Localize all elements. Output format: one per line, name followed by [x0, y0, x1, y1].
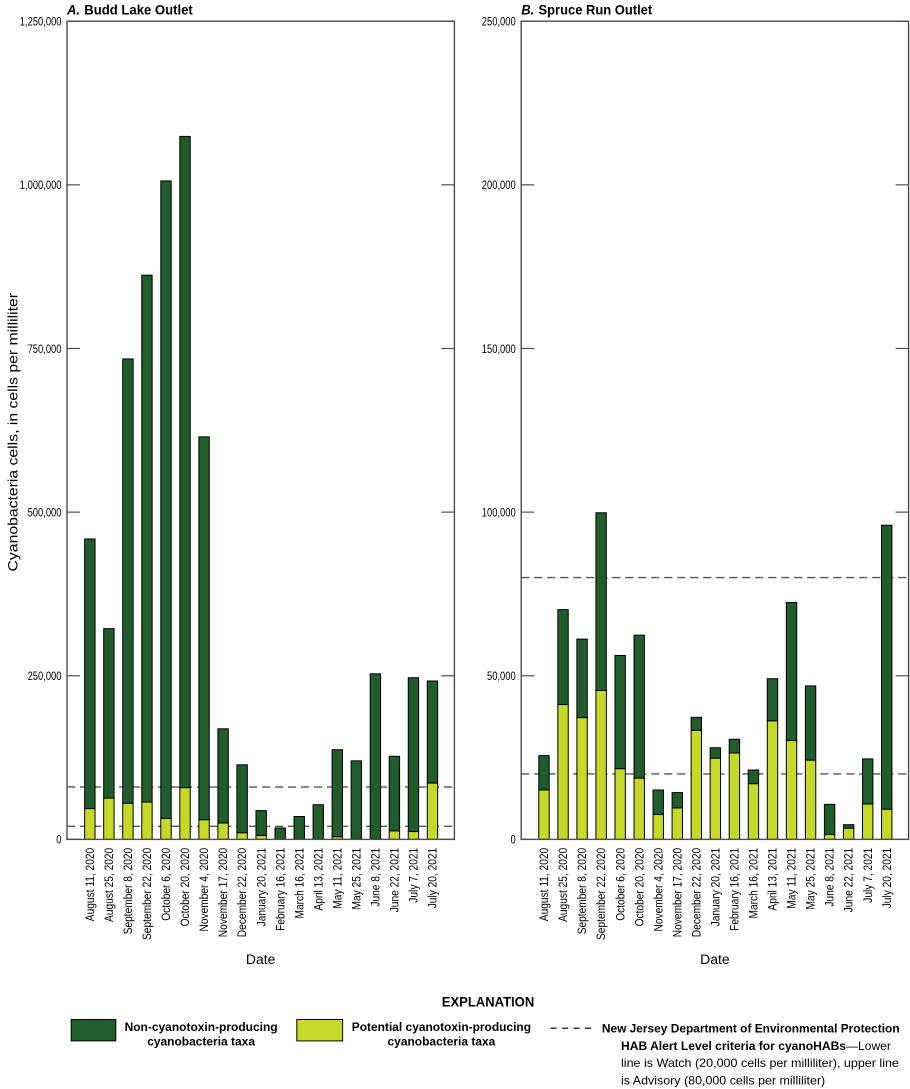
svg-text:1,000,000: 1,000,000	[20, 180, 62, 192]
svg-text:November 4, 2020: November 4, 2020	[653, 848, 665, 932]
svg-text:1,250,000: 1,250,000	[20, 17, 62, 29]
svg-text:Date: Date	[700, 952, 730, 967]
svg-text:October 6, 2020: October 6, 2020	[161, 848, 173, 921]
svg-text:September 22, 2020: September 22, 2020	[142, 848, 154, 940]
svg-text:December 22, 2020: December 22, 2020	[691, 848, 703, 937]
svg-text:Potential cyanotoxin-producing: Potential cyanotoxin-producing	[352, 1020, 531, 1034]
svg-text:June 22, 2021: June 22, 2021	[844, 848, 856, 913]
svg-text:January 20, 2021: January 20, 2021	[710, 848, 722, 927]
svg-text:May 25, 2021: May 25, 2021	[806, 848, 818, 910]
svg-text:Budd Lake Outlet: Budd Lake Outlet	[84, 2, 193, 18]
svg-text:May 25, 2021: May 25, 2021	[351, 848, 363, 910]
svg-text:April 13, 2021: April 13, 2021	[768, 848, 780, 911]
svg-text:Date: Date	[246, 952, 276, 967]
svg-text:March 16, 2021: March 16, 2021	[749, 848, 761, 919]
svg-text:October 6, 2020: October 6, 2020	[615, 848, 627, 921]
svg-text:0: 0	[511, 835, 516, 847]
svg-text:line is Watch (20,000 cells pe: line is Watch (20,000 cells per millilit…	[621, 1056, 899, 1070]
svg-text:cyanobacteria taxa: cyanobacteria taxa	[147, 1034, 255, 1048]
svg-text:November 17, 2020: November 17, 2020	[218, 848, 230, 937]
svg-text:November 4, 2020: November 4, 2020	[199, 848, 211, 932]
svg-text:September 8, 2020: September 8, 2020	[123, 848, 135, 935]
svg-text:July 7, 2021: July 7, 2021	[409, 848, 421, 903]
svg-text:August 11, 2020: August 11, 2020	[85, 848, 97, 921]
svg-text:Spruce Run Outlet: Spruce Run Outlet	[539, 2, 653, 18]
svg-text:cyanobacteria taxa: cyanobacteria taxa	[388, 1034, 496, 1048]
svg-text:February 16, 2021: February 16, 2021	[730, 848, 742, 931]
svg-text:500,000: 500,000	[28, 507, 62, 519]
svg-text:A.: A.	[66, 2, 80, 18]
svg-text:—Lower: —Lower	[846, 1039, 891, 1053]
svg-text:October 20, 2020: October 20, 2020	[634, 848, 646, 927]
svg-text:January 20, 2021: January 20, 2021	[256, 848, 268, 927]
svg-text:0: 0	[56, 835, 61, 847]
svg-text:750,000: 750,000	[28, 344, 62, 356]
svg-text:New Jersey Department of Envir: New Jersey Department of Environmental P…	[602, 1022, 900, 1036]
svg-text:Non-cyanotoxin-producing: Non-cyanotoxin-producing	[125, 1020, 278, 1034]
svg-text:250,000: 250,000	[482, 17, 516, 29]
svg-text:250,000: 250,000	[28, 671, 62, 683]
svg-text:September 8, 2020: September 8, 2020	[577, 848, 589, 935]
svg-text:150,000: 150,000	[482, 344, 516, 356]
svg-text:February 16, 2021: February 16, 2021	[275, 848, 287, 931]
svg-text:April 13, 2021: April 13, 2021	[313, 848, 325, 911]
svg-text:June 8, 2021: June 8, 2021	[825, 848, 837, 907]
svg-text:March 16, 2021: March 16, 2021	[294, 848, 306, 919]
svg-text:November 17, 2020: November 17, 2020	[672, 848, 684, 937]
svg-text:July 20, 2021: July 20, 2021	[882, 848, 894, 909]
svg-text:August 11, 2020: August 11, 2020	[539, 848, 551, 921]
svg-text:June 8, 2021: June 8, 2021	[370, 848, 382, 907]
svg-text:July 20, 2021: July 20, 2021	[428, 848, 440, 909]
svg-text:100,000: 100,000	[482, 507, 516, 519]
svg-text:August 25, 2020: August 25, 2020	[558, 848, 570, 922]
svg-text:October 20, 2020: October 20, 2020	[180, 848, 192, 927]
svg-text:200,000: 200,000	[482, 180, 516, 192]
svg-text:June 22, 2021: June 22, 2021	[390, 848, 402, 913]
svg-text:May 11, 2021: May 11, 2021	[332, 848, 344, 909]
svg-text:EXPLANATION: EXPLANATION	[442, 994, 535, 1010]
svg-text:B.: B.	[521, 2, 534, 18]
svg-text:September 22, 2020: September 22, 2020	[596, 848, 608, 940]
svg-text:May 11, 2021: May 11, 2021	[787, 848, 799, 909]
svg-text:December 22, 2020: December 22, 2020	[237, 848, 249, 937]
svg-text:July 7, 2021: July 7, 2021	[863, 848, 875, 903]
svg-text:50,000: 50,000	[487, 671, 516, 683]
svg-text:Cyanobacteria cells, in cells: Cyanobacteria cells, in cells per millil…	[5, 293, 21, 572]
svg-text:August 25, 2020: August 25, 2020	[104, 848, 116, 922]
svg-text:HAB Alert Level criteria for c: HAB Alert Level criteria for cyanoHABs	[621, 1039, 846, 1053]
svg-text:is Advisory (80,000 cells per: is Advisory (80,000 cells per milliliter…	[621, 1074, 825, 1088]
